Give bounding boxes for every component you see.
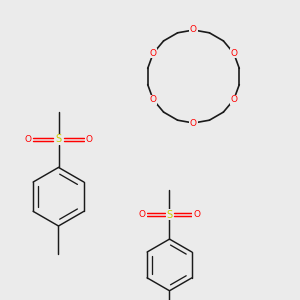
Text: O: O <box>150 95 157 104</box>
Text: O: O <box>190 26 197 34</box>
Text: O: O <box>230 49 237 58</box>
Text: O: O <box>190 118 197 127</box>
Text: O: O <box>230 95 237 104</box>
Text: O: O <box>150 49 157 58</box>
Text: S: S <box>56 134 62 145</box>
Text: O: O <box>193 210 200 219</box>
Text: O: O <box>139 210 146 219</box>
Text: O: O <box>24 135 31 144</box>
Text: O: O <box>86 135 93 144</box>
Text: S: S <box>167 209 172 220</box>
